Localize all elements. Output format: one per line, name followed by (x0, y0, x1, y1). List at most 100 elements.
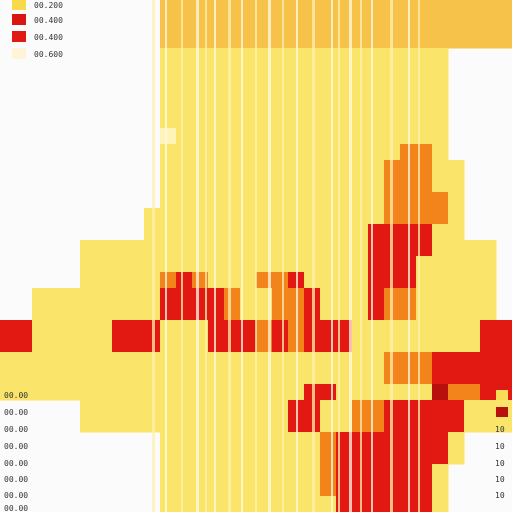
heatmap-cell (208, 272, 225, 289)
heatmap-cell (160, 176, 177, 193)
y-tick-label: 00.00 (4, 475, 28, 484)
heatmap-cell (272, 224, 289, 241)
heatmap-cell (208, 256, 225, 273)
heatmap-cell (160, 192, 177, 209)
heatmap-cell (368, 224, 385, 241)
heatmap-cell (272, 192, 289, 209)
heatmap-cell (320, 496, 337, 512)
heatmap-cell (112, 288, 129, 305)
heatmap-cell (160, 272, 177, 289)
heatmap-cell (128, 416, 145, 433)
heatmap-cell (240, 240, 257, 257)
heatmap-cell (432, 240, 449, 257)
heatmap-cell (272, 112, 289, 129)
heatmap-cell (128, 400, 145, 417)
heatmap-cell (240, 176, 257, 193)
heatmap-cell (368, 288, 385, 305)
heatmap-cell (368, 464, 385, 481)
heatmap-cell (336, 128, 353, 145)
heatmap-cell (240, 208, 257, 225)
heatmap-cell (208, 480, 225, 497)
heatmap-cell (160, 496, 177, 512)
heatmap-cell (96, 416, 113, 433)
heatmap-cell (176, 384, 193, 401)
heatmap-cell (176, 480, 193, 497)
heatmap-cell (336, 448, 353, 465)
heatmap-cell (208, 288, 225, 305)
heatmap-cell (224, 96, 241, 113)
heatmap-cell (320, 304, 337, 321)
legend-top-left: 00.200 00.400 00.400 00.600 (12, 0, 63, 59)
heatmap-cell (416, 256, 433, 273)
legend-bottom-right: 10 10 10 10 10 (495, 390, 508, 500)
colorbar-tick-label: 10 (495, 425, 505, 434)
heatmap-cell (176, 400, 193, 417)
heatmap-cell (208, 160, 225, 177)
heatmap-cell (320, 272, 337, 289)
heatmap-cell (464, 272, 481, 289)
heatmap-cell (416, 96, 433, 113)
heatmap-cell (496, 416, 512, 433)
heatmap-cell (208, 384, 225, 401)
streak (390, 0, 393, 512)
heatmap-cell (272, 304, 289, 321)
heatmap-cell (432, 464, 449, 481)
heatmap-cell (336, 304, 353, 321)
heatmap-cell (320, 144, 337, 161)
heatmap-cell (240, 288, 257, 305)
heatmap-cell (112, 240, 129, 257)
heatmap-cell (496, 0, 512, 17)
heatmap-cell (416, 0, 433, 17)
heatmap-cell (48, 320, 65, 337)
heatmap-cell (480, 32, 497, 49)
heatmap-cell (160, 432, 177, 449)
heatmap-cell (368, 0, 385, 17)
heatmap-cell (96, 336, 113, 353)
y-axis-tick-labels: 00.00 00.00 00.00 00.00 00.00 00.00 00.0… (4, 391, 28, 512)
heatmap-cell (416, 32, 433, 49)
heatmap-cell (464, 352, 481, 369)
heatmap-cell (80, 384, 97, 401)
heatmap-cell (416, 240, 433, 257)
heatmap-cell (160, 144, 177, 161)
legend-label-3: 00.400 (34, 33, 63, 42)
heatmap-cell (208, 144, 225, 161)
heatmap-cell (176, 112, 193, 129)
heatmap-cell (336, 320, 353, 337)
heatmap-cell (96, 240, 113, 257)
heatmap-cell (160, 400, 177, 417)
heatmap-cell (224, 160, 241, 177)
heatmap-cell (448, 160, 465, 177)
heatmap-cell (208, 16, 225, 33)
heatmap-cell (496, 368, 512, 385)
heatmap-cell (176, 304, 193, 321)
heatmap-cell (320, 80, 337, 97)
heatmap-cell (64, 384, 81, 401)
heatmap-cell (272, 416, 289, 433)
heatmap-cell (496, 352, 512, 369)
heatmap-cell (336, 0, 353, 17)
y-tick-label: 00.00 (4, 442, 28, 451)
streak (408, 0, 410, 512)
heatmap-cell (128, 240, 145, 257)
heatmap-cell (160, 80, 177, 97)
streak (228, 0, 231, 512)
heatmap-cell (160, 464, 177, 481)
heatmap-cell (416, 432, 433, 449)
heatmap-cell (368, 368, 385, 385)
heatmap-cell (224, 208, 241, 225)
heatmap-cell (336, 288, 353, 305)
heatmap-cell (240, 48, 257, 65)
heatmap-cell (160, 336, 177, 353)
heatmap-cell (224, 48, 241, 65)
heatmap-cell (480, 416, 497, 433)
heatmap-cell (208, 224, 225, 241)
heatmap-cell (64, 352, 81, 369)
heatmap-cell (48, 368, 65, 385)
heatmap-cell (16, 336, 33, 353)
heatmap-cell (208, 352, 225, 369)
heatmap-cell (368, 256, 385, 273)
heatmap-cell (272, 336, 289, 353)
heatmap-cell (320, 96, 337, 113)
streak (196, 0, 199, 512)
